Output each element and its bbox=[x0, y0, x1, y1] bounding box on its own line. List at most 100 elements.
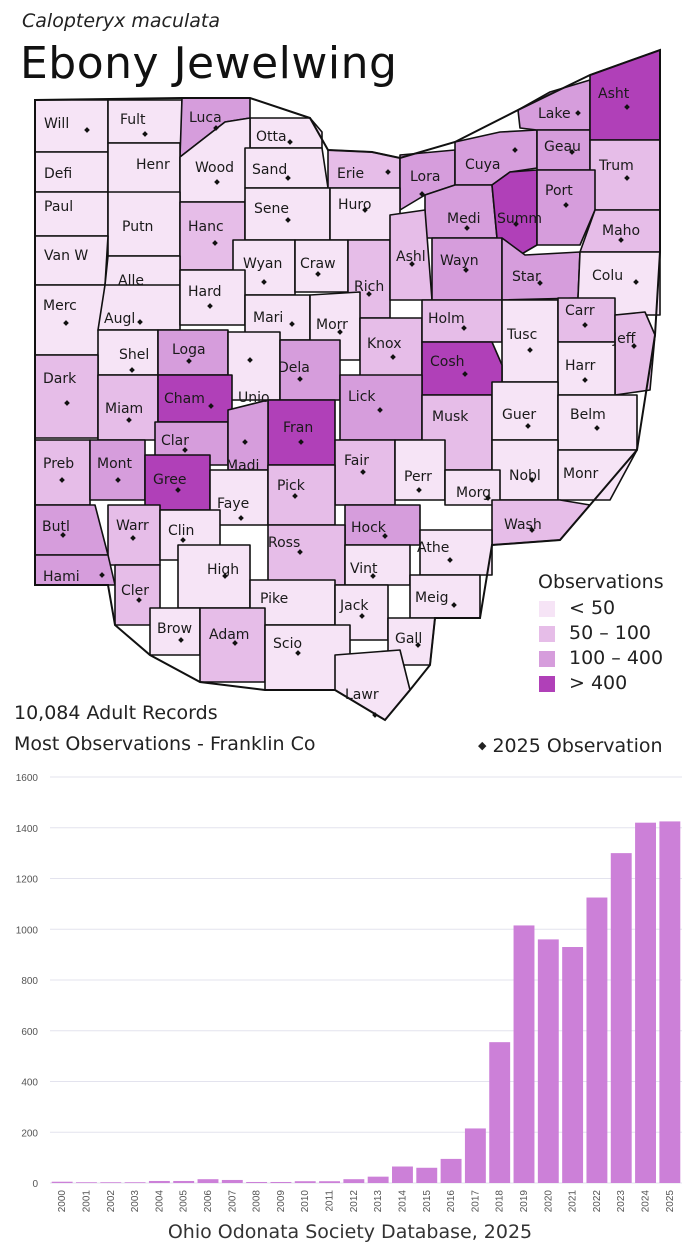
observation-2025-marker-harr bbox=[582, 377, 588, 383]
x-tick-label-2018: 2018 bbox=[495, 1190, 506, 1213]
observation-2025-marker-high bbox=[222, 573, 228, 579]
county-label-huro: Huro bbox=[338, 197, 371, 213]
x-tick-label-2021: 2021 bbox=[568, 1190, 579, 1213]
observation-2025-marker-jack bbox=[359, 613, 365, 619]
bar-2007 bbox=[221, 1179, 243, 1183]
observation-2025-marker-unio bbox=[247, 357, 253, 363]
county-label-hard: Hard bbox=[188, 284, 222, 300]
observation-2025-marker-brow bbox=[178, 637, 184, 643]
county-label-madi: Madi bbox=[226, 458, 259, 474]
legend-swatch-gt400 bbox=[539, 676, 555, 692]
county-warr bbox=[107, 504, 161, 566]
county-label-ross: Ross bbox=[268, 535, 300, 551]
county-label-paul: Paul bbox=[44, 199, 73, 215]
county-label-trum: Trum bbox=[598, 158, 634, 174]
county-label-meig: Meig bbox=[415, 590, 448, 606]
x-tick-label-2007: 2007 bbox=[227, 1190, 238, 1213]
x-tick-label-2000: 2000 bbox=[57, 1190, 68, 1213]
x-tick-label-2019: 2019 bbox=[519, 1190, 530, 1213]
legend-label-lt50: < 50 bbox=[569, 597, 616, 619]
county-label-medi: Medi bbox=[447, 211, 480, 227]
bar-2008 bbox=[246, 1181, 268, 1183]
county-label-merc: Merc bbox=[43, 298, 77, 314]
county-label-star: Star bbox=[512, 269, 541, 285]
county-label-tusc: Tusc bbox=[506, 327, 537, 343]
legend-label-gt400: > 400 bbox=[569, 672, 628, 694]
bar-2023 bbox=[610, 853, 632, 1183]
county-label-wayn: Wayn bbox=[440, 253, 479, 269]
county-label-jeff: Jeff bbox=[612, 331, 636, 347]
observation-2025-marker-gall bbox=[415, 642, 421, 648]
observation-2025-marker-lake bbox=[575, 110, 581, 116]
observation-2025-marker-ross bbox=[297, 549, 303, 555]
observation-2025-marker-miam bbox=[126, 417, 132, 423]
x-tick-label-2014: 2014 bbox=[397, 1190, 408, 1213]
observation-2025-marker-will bbox=[84, 127, 90, 133]
county-label-hami: Hami bbox=[43, 569, 80, 585]
county-label-unio: Unio bbox=[238, 390, 270, 406]
county-label-lake: Lake bbox=[538, 106, 571, 122]
county-label-cham: Cham bbox=[164, 391, 205, 407]
bar-2001 bbox=[76, 1182, 97, 1183]
county-dark bbox=[34, 354, 99, 439]
county-label-morg: Morg bbox=[456, 485, 491, 501]
observation-2025-marker-gree bbox=[175, 487, 181, 493]
observation-2025-marker-mari bbox=[289, 321, 295, 327]
observation-2025-marker-warr bbox=[130, 535, 136, 541]
bar-2012 bbox=[343, 1179, 365, 1183]
county-label-will: Will bbox=[44, 116, 69, 132]
observation-2025-marker-hard bbox=[207, 303, 213, 309]
county-label-hock: Hock bbox=[351, 520, 387, 536]
county-label-scio: Scio bbox=[273, 636, 302, 652]
observation-2025-marker-carr bbox=[582, 322, 588, 328]
bar-2016 bbox=[440, 1158, 462, 1183]
county-label-belm: Belm bbox=[570, 407, 606, 423]
observation-2025-marker-fran bbox=[298, 439, 304, 445]
observation-2025-marker-dela bbox=[297, 376, 303, 382]
x-tick-label-2010: 2010 bbox=[300, 1190, 311, 1213]
county-label-defi: Defi bbox=[44, 166, 72, 182]
county-adam bbox=[199, 607, 266, 683]
bar-2018 bbox=[489, 1042, 511, 1183]
observation-2025-marker-medi bbox=[464, 225, 470, 231]
observation-2025-marker-holm bbox=[461, 325, 467, 331]
county-label-harr: Harr bbox=[565, 358, 596, 374]
observation-2025-marker-rich bbox=[366, 291, 372, 297]
observation-2025-marker-hami bbox=[99, 572, 105, 578]
ohio-county-map: Will Fult Luca Otta Defi Henr Wood Sand Erie Lora… bbox=[34, 48, 661, 722]
county-label-cuya: Cuya bbox=[465, 157, 501, 173]
y-tick-label-800: 800 bbox=[21, 976, 38, 987]
observation-2025-marker-huro bbox=[362, 207, 368, 213]
observation-2025-marker-tusc bbox=[527, 347, 533, 353]
observation-2025-marker-asht bbox=[624, 104, 630, 110]
county-label-putn: Putn bbox=[122, 219, 153, 235]
x-tick-label-2001: 2001 bbox=[81, 1190, 92, 1213]
x-tick-label-2020: 2020 bbox=[543, 1190, 554, 1213]
x-tick-label-2013: 2013 bbox=[373, 1190, 384, 1213]
observation-2025-marker-knox bbox=[390, 354, 396, 360]
observation-2025-marker-dark bbox=[64, 400, 70, 406]
x-tick-label-2004: 2004 bbox=[154, 1190, 165, 1213]
county-jeff bbox=[614, 311, 656, 396]
observation-2025-marker-meig bbox=[451, 602, 457, 608]
county-label-gall: Gall bbox=[395, 631, 422, 647]
bar-2019 bbox=[513, 925, 535, 1183]
x-tick-label-2024: 2024 bbox=[641, 1190, 652, 1213]
yearly-observations-bar-chart: 0 200 400 600 800 1000 1200 1400 1600 2000 2001 200… bbox=[16, 773, 682, 1213]
county-lick bbox=[339, 374, 423, 441]
observation-2025-marker-hock bbox=[382, 533, 388, 539]
bar-2013 bbox=[367, 1176, 389, 1183]
county-label-luca: Luca bbox=[189, 110, 222, 126]
legend-swatch-50-100 bbox=[539, 626, 555, 642]
y-tick-label-600: 600 bbox=[21, 1027, 38, 1038]
county-label-brow: Brow bbox=[157, 621, 192, 637]
x-tick-label-2012: 2012 bbox=[349, 1190, 360, 1213]
observation-2025-marker-craw bbox=[315, 271, 321, 277]
county-label-van-w: Van W bbox=[44, 248, 88, 264]
observation-2025-marker-morg bbox=[485, 495, 491, 501]
county-label-cosh: Cosh bbox=[430, 354, 465, 370]
y-tick-label-0: 0 bbox=[32, 1179, 38, 1190]
county-label-dark: Dark bbox=[43, 371, 77, 387]
observation-2025-marker-morr bbox=[337, 329, 343, 335]
county-lawr bbox=[334, 649, 411, 721]
